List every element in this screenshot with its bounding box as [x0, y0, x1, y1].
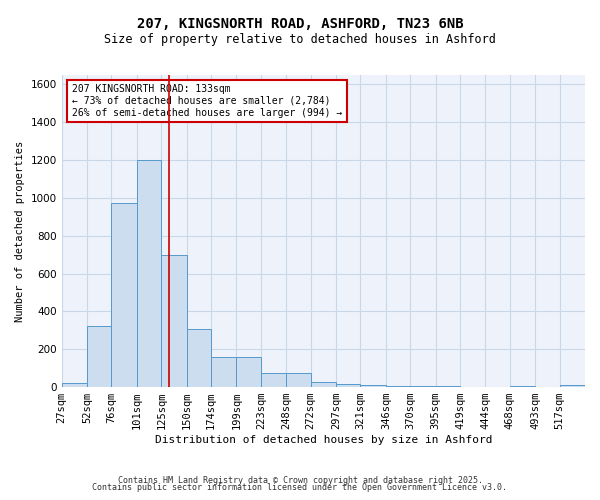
Bar — [161, 254, 187, 387]
Bar — [286, 373, 311, 387]
Bar — [510, 386, 535, 387]
Text: 207, KINGSNORTH ROAD, ASHFORD, TN23 6NB: 207, KINGSNORTH ROAD, ASHFORD, TN23 6NB — [137, 18, 463, 32]
Bar — [386, 386, 410, 387]
Bar — [410, 386, 436, 387]
Bar — [436, 386, 460, 387]
Bar — [535, 386, 560, 387]
Bar — [187, 330, 211, 387]
Bar — [236, 357, 261, 387]
Bar — [87, 326, 112, 387]
Bar — [336, 384, 361, 387]
Text: Size of property relative to detached houses in Ashford: Size of property relative to detached ho… — [104, 32, 496, 46]
Bar — [261, 373, 286, 387]
Bar — [361, 385, 386, 387]
Bar — [311, 382, 336, 387]
Bar — [137, 160, 161, 387]
Bar — [560, 385, 585, 387]
Text: 207 KINGSNORTH ROAD: 133sqm
← 73% of detached houses are smaller (2,784)
26% of : 207 KINGSNORTH ROAD: 133sqm ← 73% of det… — [72, 84, 343, 117]
Text: Contains public sector information licensed under the Open Government Licence v3: Contains public sector information licen… — [92, 484, 508, 492]
X-axis label: Distribution of detached houses by size in Ashford: Distribution of detached houses by size … — [155, 435, 492, 445]
Bar — [211, 357, 236, 387]
Bar — [460, 386, 485, 387]
Y-axis label: Number of detached properties: Number of detached properties — [15, 140, 25, 322]
Bar — [62, 384, 87, 387]
Bar — [112, 202, 137, 387]
Bar — [485, 386, 510, 387]
Text: Contains HM Land Registry data © Crown copyright and database right 2025.: Contains HM Land Registry data © Crown c… — [118, 476, 482, 485]
